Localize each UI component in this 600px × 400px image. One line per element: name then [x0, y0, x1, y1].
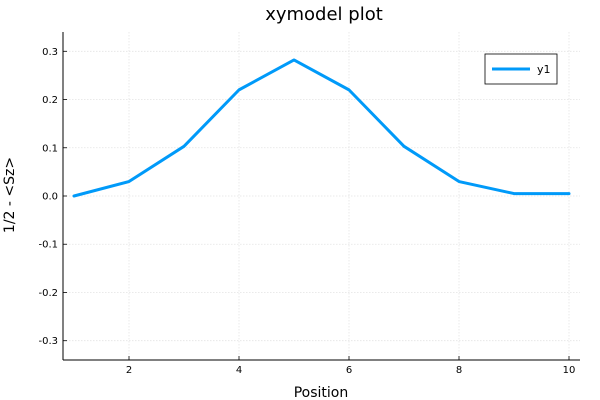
series-layer [72, 58, 571, 198]
y-tick-label-0: -0.3 [38, 336, 58, 347]
x-tick-label-2: 6 [346, 365, 352, 376]
ticks-layer: 2 4 6 8 10 -0.3 -0.2 -0.1 0.0 0.1 0.2 0.3 [38, 47, 575, 376]
x-axis-label: Position [294, 385, 349, 400]
x-tick-label-3: 8 [456, 365, 462, 376]
y-tick-label-3: 0.0 [42, 192, 58, 203]
chart-title: xymodel plot [265, 4, 383, 25]
y-tick-label-2: -0.1 [38, 240, 58, 251]
series-line-y1 [72, 58, 571, 198]
y-tick-label-1: -0.2 [38, 288, 58, 299]
y-tick-label-6: 0.3 [42, 47, 58, 58]
x-tick-label-1: 4 [236, 365, 242, 376]
x-tick-label-0: 2 [126, 365, 132, 376]
legend: y1 [484, 53, 558, 85]
y-axis-label: 1/2 - <Sz> [2, 157, 18, 233]
y-tick-label-5: 0.2 [42, 95, 58, 106]
x-tick-label-4: 10 [563, 365, 576, 376]
y-tick-label-4: 0.1 [42, 143, 58, 154]
legend-label-y1: y1 [537, 63, 551, 76]
grid-layer [63, 32, 580, 360]
